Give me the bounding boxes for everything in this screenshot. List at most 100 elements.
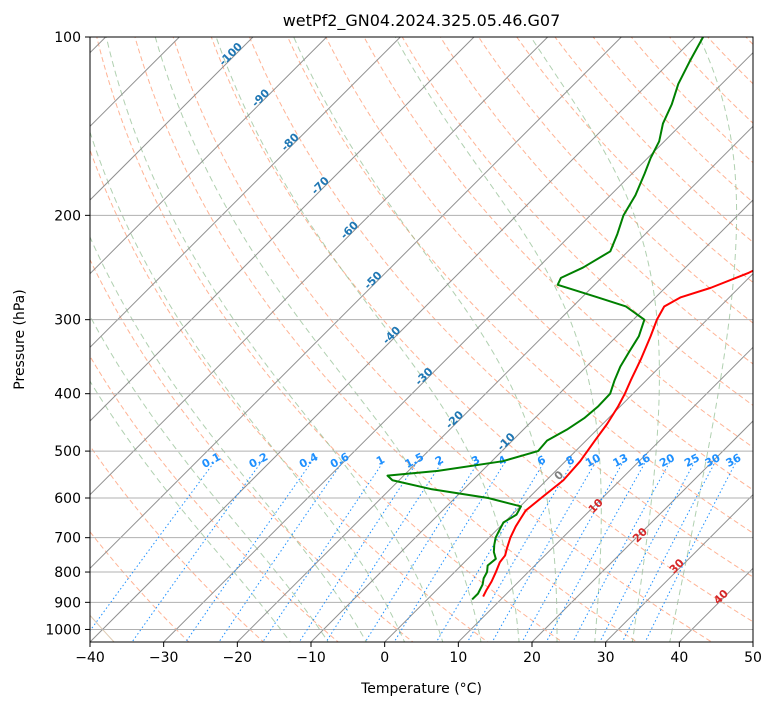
dry-adiabat-label: -30 bbox=[412, 365, 435, 388]
x-tick-label: 40 bbox=[670, 650, 688, 666]
isotherm bbox=[236, 125, 753, 642]
mixing-ratio-line bbox=[131, 460, 263, 642]
y-tick-label: 100 bbox=[54, 30, 81, 46]
isotherms bbox=[90, 37, 753, 642]
mixing-ratio-label: 0.1 bbox=[200, 450, 223, 471]
dry-adiabat bbox=[630, 37, 753, 164]
moist-adiabat-label: 10 bbox=[586, 496, 606, 516]
isotherm bbox=[90, 37, 475, 422]
moist-adiabat bbox=[90, 235, 367, 642]
dry-adiabat bbox=[90, 258, 414, 642]
y-tick-label: 600 bbox=[54, 491, 81, 507]
mixing-ratio-label: 10 bbox=[583, 451, 603, 470]
dry-adiabat bbox=[90, 355, 339, 642]
y-tick-label: 500 bbox=[54, 444, 81, 460]
mixing-ratio-label: 8 bbox=[564, 453, 577, 468]
dry-adiabat bbox=[516, 37, 753, 284]
isotherm bbox=[90, 37, 328, 275]
x-tick-label: −20 bbox=[223, 650, 253, 666]
isotherm bbox=[605, 493, 753, 642]
mixing-ratio-label: 1.5 bbox=[403, 450, 426, 471]
dry-adiabat bbox=[90, 530, 190, 642]
x-tick-label: 30 bbox=[597, 650, 615, 666]
x-axis-label: Temperature (°C) bbox=[360, 681, 482, 697]
x-tick-label: −10 bbox=[296, 650, 326, 666]
dry-adiabat bbox=[758, 10, 775, 654]
dry-adiabat bbox=[592, 37, 753, 203]
dry-adiabat bbox=[554, 37, 753, 243]
moist-adiabat bbox=[530, 37, 660, 642]
dry-adiabat-label: -60 bbox=[338, 218, 361, 241]
x-tick-label: 0 bbox=[380, 650, 389, 666]
mixing-ratio-line bbox=[599, 460, 696, 642]
dry-adiabat-labels: -100-90-80-70-60-50-40-30-20-10 bbox=[216, 40, 518, 454]
plot-frame bbox=[89, 36, 754, 643]
y-tick-label: 800 bbox=[54, 565, 81, 581]
x-tick-label: 20 bbox=[523, 650, 541, 666]
mixing-ratio-line bbox=[545, 460, 647, 642]
y-axis-label: Pressure (hPa) bbox=[12, 289, 28, 389]
dry-adiabat bbox=[90, 445, 265, 642]
mixing-ratio-line bbox=[466, 460, 574, 642]
mixing-ratio-line bbox=[262, 460, 385, 642]
isotherm bbox=[90, 37, 549, 496]
mixing-ratio-line bbox=[621, 460, 717, 642]
isotherm bbox=[90, 37, 622, 570]
y-tick-label: 200 bbox=[54, 208, 81, 224]
y-tick-label: 700 bbox=[54, 531, 81, 547]
isotherm bbox=[531, 420, 753, 642]
dry-adiabat bbox=[134, 37, 638, 642]
moist-adiabat-label: 40 bbox=[711, 587, 731, 607]
mixing-ratio-label: 25 bbox=[682, 451, 702, 470]
isotherm bbox=[90, 37, 254, 201]
dewpoint-line bbox=[386, 37, 704, 601]
isobars bbox=[90, 37, 753, 630]
y-tick-label: 300 bbox=[54, 313, 81, 329]
mixing-ratio-labels: 0.1 0.2 0.4 0.6 1 1.5 2 3 4 6 8 10 13 16 20 25 30 36 bbox=[200, 450, 744, 471]
moist-adiabat-label: 20 bbox=[630, 525, 650, 545]
mixing-ratio-line bbox=[393, 460, 507, 642]
mixing-ratio-label: 0.2 bbox=[247, 450, 270, 471]
isotherm bbox=[752, 641, 753, 642]
isotherm bbox=[678, 567, 753, 642]
sounding-series bbox=[386, 37, 753, 601]
mixing-ratio-line bbox=[644, 460, 737, 642]
dry-adiabat-label: -40 bbox=[380, 324, 403, 347]
mixing-ratio-line bbox=[298, 460, 419, 642]
mixing-ratio-lines bbox=[90, 460, 737, 642]
isotherm bbox=[90, 37, 401, 349]
dry-adiabat bbox=[478, 37, 753, 324]
dry-adiabat-label: -70 bbox=[309, 174, 332, 197]
mixing-ratio-line bbox=[491, 460, 597, 642]
chart-title: wetPf2_GN04.2024.325.05.46.G07 bbox=[283, 11, 561, 31]
moist-adiabat bbox=[90, 315, 329, 642]
x-tick-label: −40 bbox=[75, 650, 105, 666]
mixing-ratio-label: 30 bbox=[703, 451, 723, 470]
temperature-line bbox=[482, 269, 753, 598]
moist-adiabat bbox=[154, 37, 482, 642]
dry-adiabat-label: -100 bbox=[216, 40, 245, 69]
y-tick-label: 900 bbox=[54, 595, 81, 611]
mixing-ratio-label: 0.6 bbox=[328, 450, 352, 471]
y-tick-label: 1000 bbox=[45, 622, 81, 638]
mixing-ratio-line bbox=[218, 460, 344, 642]
dry-adiabat-label: -90 bbox=[249, 86, 272, 109]
moist-adiabat bbox=[669, 37, 738, 642]
x-tick-label: −30 bbox=[149, 650, 179, 666]
mixing-ratio-label: 16 bbox=[633, 451, 653, 470]
moist-adiabat bbox=[394, 37, 602, 642]
mixing-ratio-line bbox=[364, 460, 480, 642]
isotherm bbox=[310, 199, 753, 642]
dry-adiabat bbox=[96, 37, 564, 642]
mixing-ratio-label: 13 bbox=[611, 451, 631, 470]
dry-adiabat bbox=[401, 37, 753, 406]
mixing-ratio-line bbox=[572, 460, 671, 642]
mixing-ratio-label: 0.4 bbox=[297, 450, 321, 471]
moist-adiabat bbox=[90, 130, 406, 642]
mixing-ratio-label: 20 bbox=[657, 451, 677, 470]
dry-adiabat bbox=[287, 37, 753, 534]
dry-adiabat bbox=[172, 37, 713, 642]
dry-adiabat-label: -50 bbox=[361, 269, 384, 292]
mixing-ratio-label: 36 bbox=[724, 451, 744, 470]
